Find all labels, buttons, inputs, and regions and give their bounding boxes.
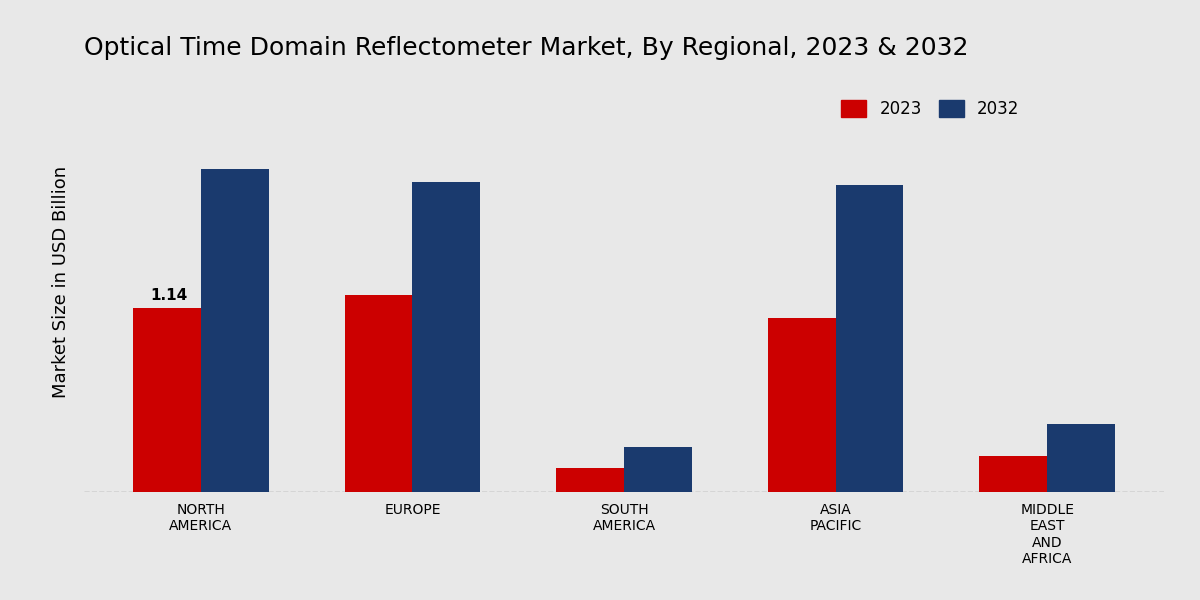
- Legend: 2023, 2032: 2023, 2032: [835, 93, 1026, 124]
- Bar: [835, 185, 904, 492]
- Bar: [624, 447, 691, 492]
- Bar: [413, 182, 480, 492]
- Bar: [133, 308, 200, 492]
- Bar: [200, 169, 269, 492]
- Bar: [768, 317, 835, 492]
- Bar: [979, 457, 1048, 492]
- Y-axis label: Market Size in USD Billion: Market Size in USD Billion: [52, 166, 70, 398]
- Bar: [557, 468, 624, 492]
- Text: 1.14: 1.14: [150, 288, 187, 303]
- Bar: [344, 295, 413, 492]
- Bar: [1048, 424, 1115, 492]
- Text: Optical Time Domain Reflectometer Market, By Regional, 2023 & 2032: Optical Time Domain Reflectometer Market…: [84, 37, 968, 61]
